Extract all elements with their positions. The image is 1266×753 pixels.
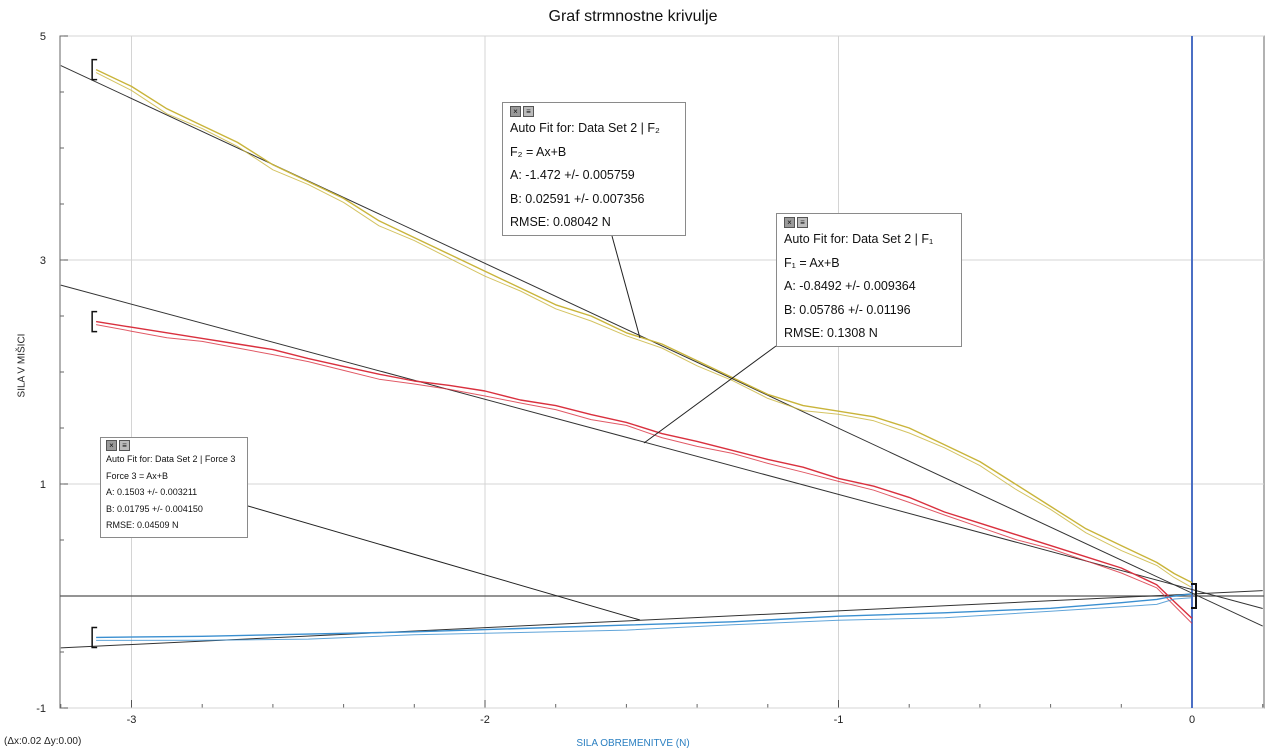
fit-box-controls: × ≡: [106, 440, 242, 451]
fit-box-controls: × ≡: [510, 106, 678, 117]
x-axis-label: SILA OBREMENITVE (N): [576, 738, 690, 749]
y-tick-label: -1: [36, 703, 46, 715]
range-bracket-start: [91, 58, 98, 81]
y-tick-label: 3: [40, 255, 46, 267]
close-icon[interactable]: ×: [510, 106, 521, 117]
fit-line-f1: [60, 284, 1263, 610]
fit-box-controls: × ≡: [784, 217, 954, 228]
fit-equation: Force 3 = Ax+B: [106, 470, 169, 481]
leader-line-f2: [611, 235, 641, 339]
delta-readout: (Δx:0.02 Δy:0.00): [4, 736, 82, 747]
leader-line-f1: [643, 345, 777, 444]
y-tick-label: 1: [40, 479, 46, 491]
range-bracket-end: [1191, 583, 1197, 609]
x-tick-label: -3: [127, 714, 137, 726]
options-icon[interactable]: ≡: [523, 106, 534, 117]
options-icon[interactable]: ≡: [119, 440, 130, 451]
fit-param-a: A: 0.1503 +/- 0.003211: [106, 487, 198, 497]
close-icon[interactable]: ×: [106, 440, 117, 451]
series-line-f2-return: [95, 72, 1193, 589]
fit-param-a: A: -1.472 +/- 0.005759: [510, 168, 635, 182]
fit-box-force3[interactable]: × ≡ Auto Fit for: Data Set 2 | Force 3 F…: [100, 437, 248, 538]
range-bracket-start: [91, 626, 98, 649]
fit-equation: F₂ = Ax+B: [510, 144, 567, 159]
chart-title: Graf strmnostne krivulje: [548, 8, 718, 25]
series-line-f2: [95, 68, 1193, 584]
series-line-f1-return: [96, 324, 1193, 624]
series-line-force3: [96, 593, 1193, 639]
y-axis-label: SILA V MIŠICI: [16, 333, 28, 398]
fit-rmse: RMSE: 0.08042 N: [510, 215, 611, 229]
fit-rmse: RMSE: 0.04509 N: [106, 520, 179, 530]
options-icon[interactable]: ≡: [797, 217, 808, 228]
fit-box-f1[interactable]: × ≡ Auto Fit for: Data Set 2 | F₁ F₁ = A…: [776, 213, 962, 347]
fit-rmse: RMSE: 0.1308 N: [784, 326, 878, 340]
fit-param-b: B: 0.01795 +/- 0.004150: [106, 503, 203, 514]
fit-equation: F₁ = Ax+B: [784, 255, 840, 270]
fit-title: Auto Fit for: Data Set 2 | F₂: [510, 121, 660, 135]
fit-line-force3: [60, 590, 1263, 649]
leader-line-force3: [247, 505, 641, 621]
fit-param-b: B: 0.05786 +/- 0.01196: [784, 302, 911, 317]
fit-param-a: A: -0.8492 +/- 0.009364: [784, 279, 916, 293]
fit-title: Auto Fit for: Data Set 2 | F₁: [784, 232, 934, 246]
x-tick-label: -2: [480, 714, 490, 726]
x-tick-label: -1: [834, 714, 844, 726]
fit-title: Auto Fit for: Data Set 2 | Force 3: [106, 454, 236, 464]
range-bracket-start: [91, 310, 98, 333]
fit-box-f2[interactable]: × ≡ Auto Fit for: Data Set 2 | F₂ F₂ = A…: [502, 102, 686, 236]
y-tick-label: 5: [40, 31, 46, 43]
series-line-f1: [95, 320, 1193, 619]
fit-param-b: B: 0.02591 +/- 0.007356: [510, 191, 645, 206]
x-tick-label: 0: [1189, 714, 1195, 726]
series-line-force3-return: [96, 597, 1193, 641]
close-icon[interactable]: ×: [784, 217, 795, 228]
fit-line-f2: [60, 65, 1263, 627]
